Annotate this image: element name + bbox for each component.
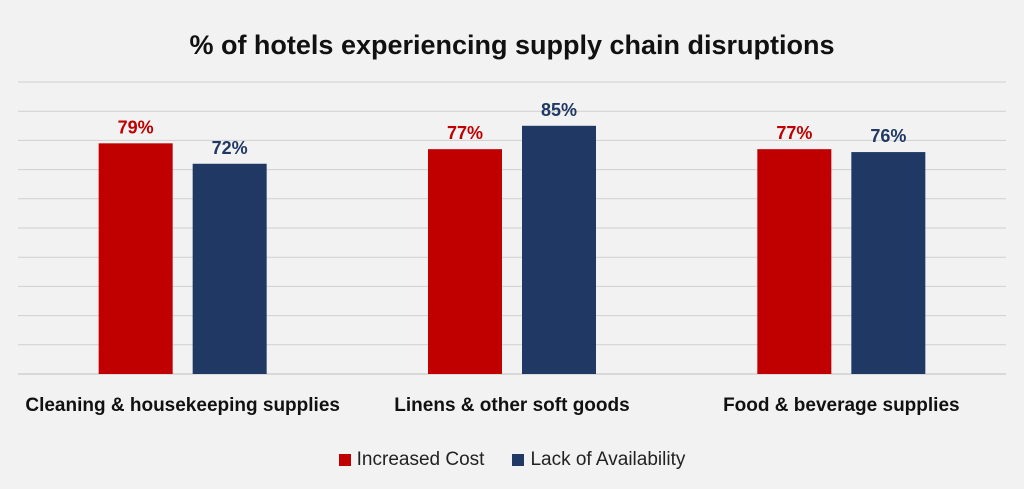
gridlines — [18, 81, 1006, 375]
chart-title: % of hotels experiencing supply chain di… — [189, 30, 835, 60]
data-labels: 79% 72% 77% 85% 77% 76% — [118, 100, 907, 158]
category-label: Cleaning & housekeeping supplies — [25, 395, 340, 416]
legend-label-increased-cost: Increased Cost — [356, 449, 485, 470]
bar — [192, 163, 267, 374]
data-label: 77% — [776, 123, 812, 143]
category-label: Food & beverage supplies — [723, 395, 960, 416]
bar — [522, 125, 596, 374]
data-label: 85% — [541, 100, 577, 120]
data-label: 76% — [870, 126, 906, 146]
category-label: Linens & other soft goods — [394, 395, 629, 416]
category-labels: Cleaning & housekeeping supplies Linens &… — [25, 395, 959, 416]
bar — [428, 149, 502, 374]
legend-label-lack-of-availability: Lack of Availability — [530, 449, 686, 470]
bar — [757, 149, 832, 374]
legend-swatch-increased-cost — [338, 454, 351, 466]
data-label: 77% — [447, 123, 483, 143]
legend: Increased Cost Lack of Availability — [0, 449, 1024, 471]
legend-item-increased-cost: Increased Cost — [338, 449, 485, 471]
bar — [851, 152, 926, 374]
legend-swatch-lack-of-availability — [512, 454, 525, 466]
data-label: 72% — [212, 138, 248, 158]
data-label: 79% — [118, 117, 154, 137]
bar — [98, 143, 173, 374]
legend-item-lack-of-availability: Lack of Availability — [512, 449, 685, 471]
plot-area: 79% 72% 77% 85% 77% 76% Cleaning & housekeepi… — [18, 81, 1006, 416]
bars — [98, 125, 926, 374]
